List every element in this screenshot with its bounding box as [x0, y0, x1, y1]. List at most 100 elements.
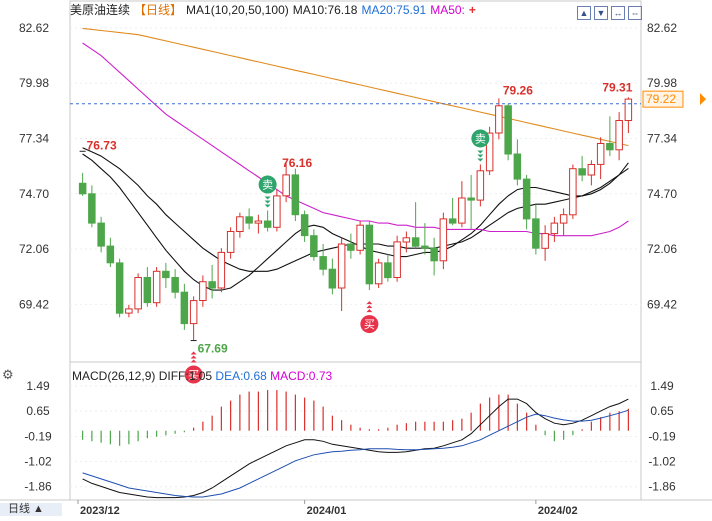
buy-arrow-icon	[366, 301, 373, 305]
macd-tick-left: -1.02	[24, 454, 52, 468]
candle-body	[467, 197, 475, 201]
price-tick-right: 82.62	[647, 21, 677, 35]
left-right-icon[interactable]: ↔	[611, 6, 625, 20]
time-axis-label: 2024/02	[538, 505, 578, 516]
buy-arrow-icon	[366, 305, 373, 309]
candle-body	[152, 270, 161, 304]
toolbar-icons: ▲ ▼ ↔ ⇔	[574, 3, 642, 20]
ma-line-ma20	[82, 147, 629, 272]
candle-body	[606, 143, 614, 151]
candle-body	[458, 197, 466, 224]
buy-arrow-icon	[190, 351, 197, 355]
candle-body	[624, 98, 633, 121]
candle-body	[596, 143, 605, 165]
candle-body	[569, 168, 577, 216]
plus-icon[interactable]: +	[468, 3, 476, 17]
up-arrow-icon[interactable]: ▲	[577, 6, 591, 20]
ma20-value: MA20:75.91	[361, 3, 427, 17]
macd-diff-line	[82, 398, 629, 499]
candle-body	[328, 268, 337, 289]
ma10-value: MA10:76.18	[292, 3, 358, 17]
period-label[interactable]: 【日线】	[134, 3, 183, 17]
macd-tick-left: 1.49	[26, 379, 50, 393]
last-price-label: 79.22	[646, 92, 676, 106]
price-tick-right: 72.06	[647, 242, 677, 256]
expand-icon[interactable]: ⇔	[628, 6, 642, 20]
buy-signal-label: 买	[364, 318, 375, 331]
ma-line-ma50	[82, 42, 629, 237]
candle-body	[162, 270, 170, 279]
bottom-period-tab[interactable]: 日线 ▲	[0, 503, 62, 516]
candle-body	[615, 120, 623, 151]
annotation-mid-high: 76.16	[282, 156, 312, 170]
ma-params: MA1(10,20,50,100)	[186, 3, 289, 17]
candle-body	[143, 277, 152, 304]
candle-body	[347, 243, 355, 251]
candle-body	[78, 182, 87, 195]
sell-arrow-icon	[264, 200, 271, 204]
macd-tick-left: -0.19	[24, 429, 52, 443]
candle-body	[236, 216, 244, 233]
instrument-title: 美原油连续	[70, 3, 131, 17]
macd-tick-right: -0.19	[648, 429, 676, 443]
last-price-box	[642, 90, 684, 108]
buy-arrow-icon	[190, 359, 197, 363]
macd-tick-left: 0.65	[26, 404, 50, 418]
candle-body	[254, 220, 263, 224]
candle-body	[217, 251, 226, 289]
candle-body	[513, 153, 522, 180]
candle-body	[411, 237, 420, 247]
sell-signal-label: 卖	[262, 179, 273, 192]
ma-line-ma10	[82, 153, 629, 291]
annotation-high-left: 76.73	[87, 138, 117, 152]
candle-body	[134, 277, 142, 310]
candle-body	[495, 105, 503, 134]
price-tick-right: 69.42	[647, 297, 677, 311]
buy-arrow-icon	[366, 309, 373, 313]
candle-body	[106, 245, 115, 264]
candle-body	[88, 193, 96, 224]
buy-signal-label: 买	[188, 369, 199, 382]
macd-diff: DIFF:1.05	[158, 369, 213, 383]
price-tick-left: 77.34	[19, 132, 49, 146]
down-arrow-icon[interactable]: ▼	[594, 6, 608, 20]
settings-gear-icon[interactable]: ⚙	[2, 367, 14, 382]
candle-body	[208, 281, 216, 289]
candle-body	[273, 195, 281, 228]
candle-body	[522, 178, 531, 220]
candle-body	[485, 132, 494, 172]
buy-signal-badge	[184, 365, 203, 384]
macd-tick-right: -1.86	[648, 480, 676, 494]
candle-body	[550, 222, 559, 235]
candle-body	[356, 224, 364, 251]
candle-body	[180, 291, 189, 325]
candle-body	[337, 243, 346, 289]
ma50-value: MA50:	[430, 3, 465, 17]
candle-body	[300, 214, 309, 237]
candle-body	[541, 233, 549, 249]
candle-body	[374, 262, 383, 285]
macd-title: MACD(26,12,9)	[72, 369, 156, 383]
macd-dea: DEA:0.68	[215, 369, 267, 383]
candle-body	[245, 216, 253, 224]
candle-body	[421, 245, 429, 249]
sell-arrow-icon	[477, 150, 484, 154]
sell-arrow-icon	[264, 196, 271, 200]
annotation-peak: 79.26	[503, 83, 533, 97]
price-tick-left: 79.98	[19, 76, 49, 90]
candle-body	[504, 105, 512, 155]
macd-macd: MACD:0.73	[270, 369, 333, 383]
candle-body	[125, 308, 133, 314]
annotation-low: 67.69	[198, 342, 228, 356]
plot-frame	[69, 0, 642, 501]
candle-body	[384, 262, 392, 279]
candle-body	[263, 220, 272, 228]
macd-tick-right: 1.49	[650, 379, 674, 393]
candle-body	[476, 170, 485, 201]
sell-arrow-icon	[477, 154, 484, 158]
buy-signal-badge	[360, 315, 379, 334]
candle-body	[199, 281, 207, 302]
candle-body	[559, 214, 568, 224]
price-tick-right: 74.70	[647, 187, 677, 201]
